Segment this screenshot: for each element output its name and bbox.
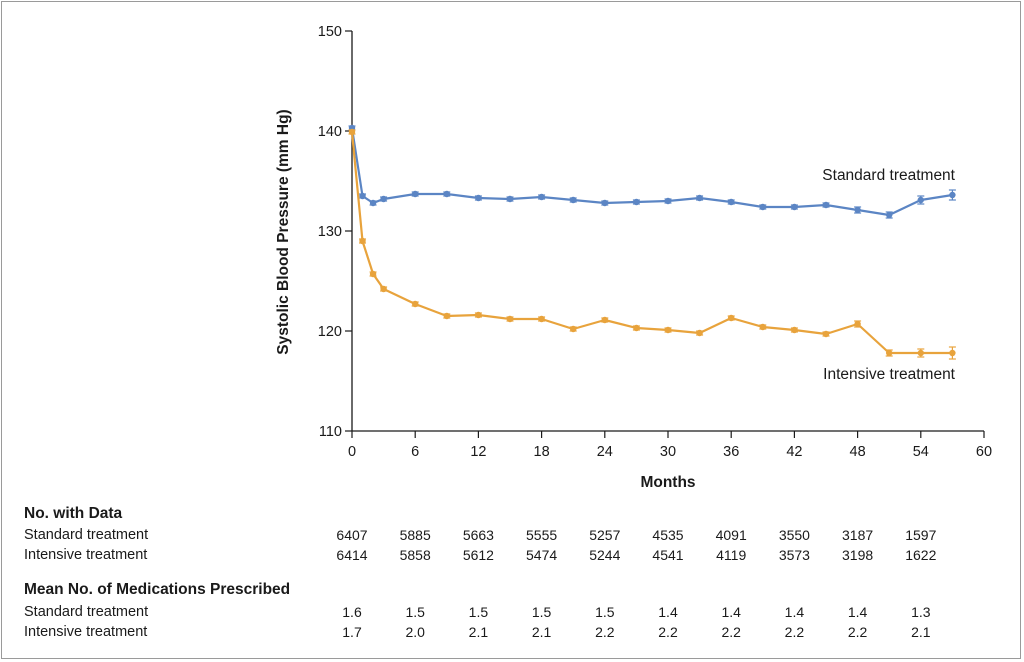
series-layer: Standard treatment Intensive treatment bbox=[348, 124, 956, 383]
x-tick-label: 6 bbox=[411, 444, 419, 460]
data-point bbox=[949, 349, 956, 357]
x-tick-label: 42 bbox=[786, 444, 802, 460]
data-point bbox=[728, 314, 735, 322]
data-point bbox=[412, 300, 419, 308]
data-point bbox=[759, 203, 766, 211]
data-point bbox=[412, 190, 419, 198]
y-tick-label: 110 bbox=[319, 424, 342, 440]
data-point bbox=[380, 285, 387, 293]
data-point bbox=[791, 326, 798, 334]
data-point bbox=[369, 270, 377, 278]
x-tick-label: 12 bbox=[470, 444, 486, 460]
x-tick-label: 48 bbox=[850, 444, 866, 460]
data-point bbox=[570, 196, 577, 204]
data-point bbox=[886, 349, 893, 357]
x-tick-label: 18 bbox=[534, 444, 550, 460]
data-point bbox=[633, 198, 640, 206]
data-point bbox=[506, 315, 514, 323]
data-point bbox=[822, 330, 830, 338]
data-point bbox=[443, 190, 450, 198]
y-tick-label: 130 bbox=[318, 224, 342, 240]
x-tick-label: 0 bbox=[348, 444, 356, 460]
x-tick-label: 24 bbox=[597, 444, 613, 460]
series-label: Intensive treatment bbox=[823, 366, 956, 383]
data-point bbox=[822, 201, 830, 209]
axes: 110 120 130 140 150 0 6 12 18 24 30 36 42 48 54 60 bbox=[318, 24, 992, 460]
data-point bbox=[696, 194, 703, 202]
data-point bbox=[854, 206, 861, 214]
data-point bbox=[917, 196, 924, 204]
series-label: Standard treatment bbox=[822, 167, 955, 184]
data-point bbox=[696, 329, 703, 337]
data-point bbox=[664, 326, 672, 334]
data-point bbox=[380, 195, 387, 203]
y-axis-label: Systolic Blood Pressure (mm Hg) bbox=[275, 109, 292, 354]
data-point bbox=[791, 203, 798, 211]
data-point bbox=[359, 192, 366, 200]
data-point bbox=[854, 320, 861, 328]
x-tick-label: 36 bbox=[723, 444, 739, 460]
data-point bbox=[359, 237, 366, 245]
y-tick-label: 150 bbox=[318, 24, 342, 40]
data-point bbox=[664, 197, 672, 205]
data-point bbox=[886, 211, 893, 219]
x-tick-label: 30 bbox=[660, 444, 676, 460]
x-tick-label: 54 bbox=[913, 444, 929, 460]
data-point bbox=[475, 194, 482, 202]
x-axis-label: Months bbox=[640, 474, 695, 491]
y-tick-label: 140 bbox=[318, 124, 342, 140]
data-point bbox=[917, 349, 924, 357]
data-point bbox=[538, 315, 545, 323]
data-point bbox=[949, 191, 956, 199]
data-point bbox=[570, 325, 577, 333]
data-point bbox=[443, 312, 450, 320]
data-point bbox=[369, 199, 377, 207]
data-point bbox=[728, 198, 735, 206]
data-point bbox=[538, 193, 545, 201]
data-point bbox=[601, 199, 608, 207]
y-tick-label: 120 bbox=[318, 324, 342, 340]
data-point bbox=[633, 324, 640, 332]
series-line-intensive bbox=[350, 131, 953, 355]
data-point bbox=[601, 316, 608, 324]
x-tick-label: 60 bbox=[976, 444, 992, 460]
data-point bbox=[759, 323, 766, 331]
data-point bbox=[348, 128, 356, 136]
series-line-standard bbox=[350, 127, 953, 217]
data-point bbox=[475, 311, 482, 319]
data-point bbox=[506, 195, 514, 203]
